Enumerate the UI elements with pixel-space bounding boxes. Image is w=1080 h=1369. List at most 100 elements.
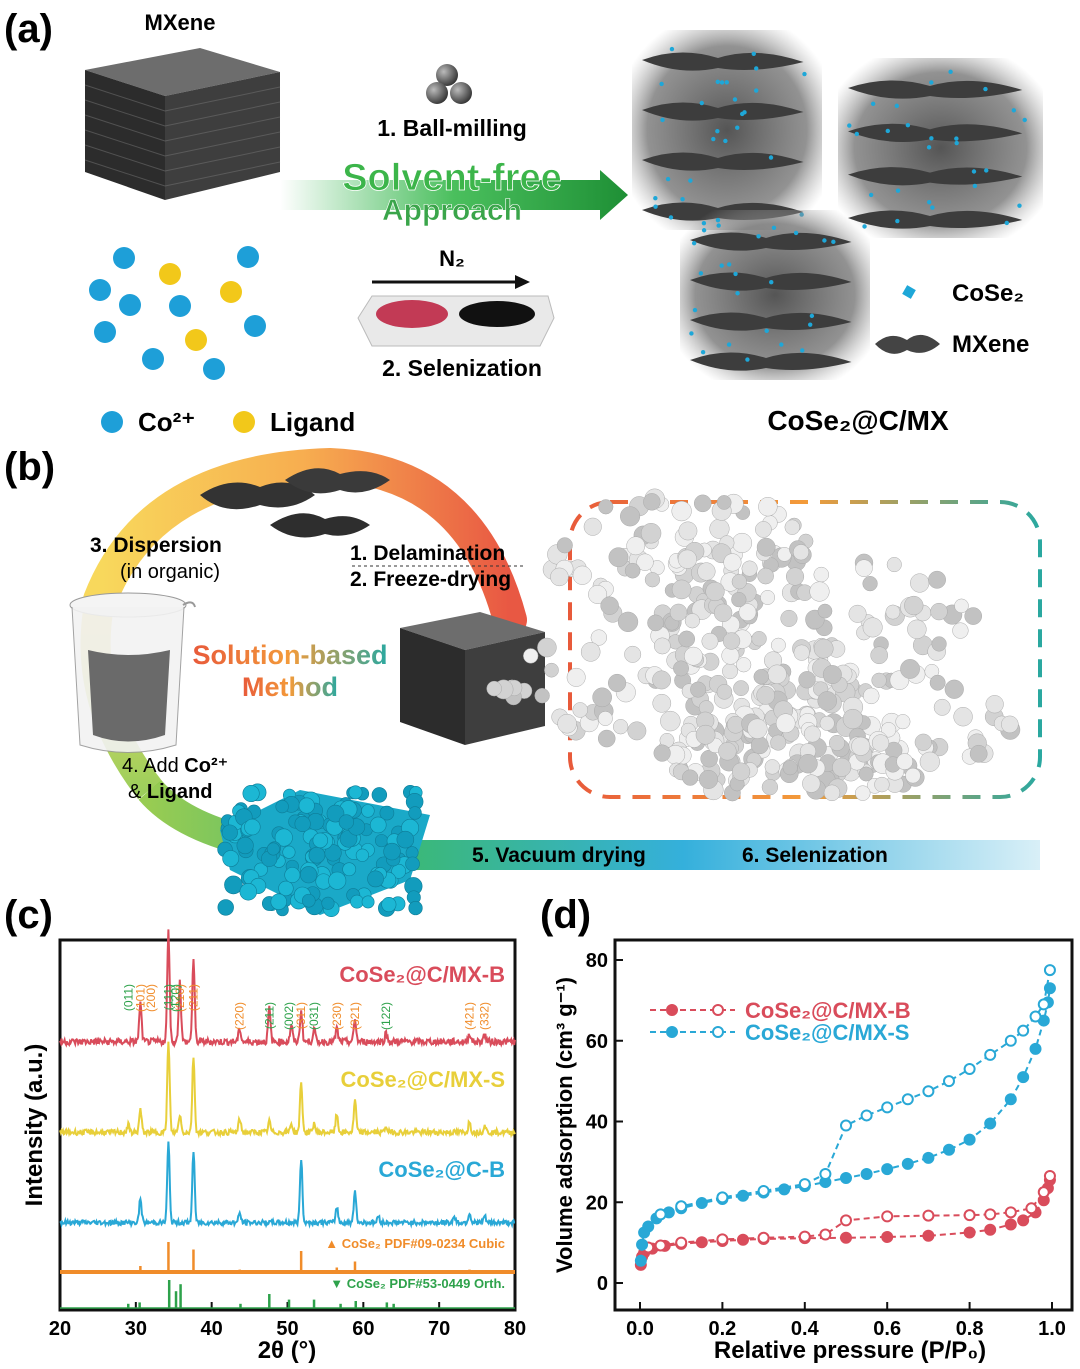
cyan-particle <box>324 844 342 862</box>
bet-desorption-point <box>1004 1206 1017 1219</box>
sem-grain <box>895 714 911 730</box>
cyan-particle <box>321 896 335 910</box>
bet-adsorption-point <box>840 1231 852 1244</box>
bet-adsorption-point <box>922 1151 935 1164</box>
ball-milling-label: 1. Ball-milling <box>377 115 527 141</box>
sem-grain <box>597 729 616 748</box>
bet-legend-filled-marker <box>666 1026 678 1038</box>
cyan-particle <box>294 815 311 833</box>
sem-grain <box>699 769 718 789</box>
sem-grain <box>928 570 946 589</box>
cose2-particle <box>930 205 935 210</box>
bet-adsorption-point <box>737 1233 749 1246</box>
sem-grain <box>671 500 692 522</box>
xrd-x-axis-label: 2θ (°) <box>258 1337 317 1364</box>
sem-grain <box>863 687 880 705</box>
cose2-particle <box>668 215 674 220</box>
bet-adsorption-point <box>636 1238 649 1251</box>
xrd-hkl-label: (002) <box>282 1002 296 1030</box>
bet-desorption-point <box>798 1178 811 1191</box>
sem-grain <box>828 734 846 751</box>
xrd-hkl-label: (311) <box>294 1002 308 1029</box>
panel-a: (a) MXene Co²⁺ Ligand <box>4 7 1043 437</box>
bet-desorption-point <box>819 1167 832 1180</box>
cose2-particle <box>868 192 874 198</box>
sem-grain <box>757 567 774 585</box>
xrd-hkl-label: (122) <box>379 1002 393 1030</box>
sem-grain <box>793 644 810 661</box>
cyan-particle <box>342 862 357 877</box>
sem-grain <box>767 664 787 684</box>
sem-grain <box>919 751 940 772</box>
bet-legend-open-marker <box>712 1004 724 1016</box>
composite-block <box>632 30 822 230</box>
sem-grain <box>886 557 902 573</box>
sem-grain <box>900 659 920 679</box>
bet-adsorption-point <box>943 1143 955 1156</box>
cose2-particle <box>793 230 799 236</box>
xrd-hkl-label: (230) <box>330 1002 344 1030</box>
co-ion-icon <box>142 348 164 370</box>
sem-grain <box>964 607 983 625</box>
xrd-x-tick-label: 50 <box>276 1318 298 1340</box>
sem-grain <box>944 679 964 699</box>
sem-grain <box>697 562 716 581</box>
sem-grain <box>673 660 689 677</box>
sem-grain <box>693 494 712 513</box>
sem-grain <box>716 684 733 700</box>
cose2-particle <box>745 357 750 362</box>
bet-desorption-point <box>840 1214 852 1227</box>
cose2-particle <box>724 80 729 85</box>
cyan-particle-film <box>217 783 430 918</box>
cyan-particle <box>348 785 363 800</box>
bet-legend-open-marker <box>712 1026 724 1038</box>
cose2-particle <box>1017 203 1022 208</box>
sem-grain <box>626 536 646 556</box>
sem-grain <box>731 574 747 590</box>
ion-scatter <box>89 246 266 380</box>
cyan-particle <box>308 846 326 864</box>
cose2-particle <box>715 217 721 223</box>
cose2-particle <box>954 136 959 141</box>
sem-grain <box>761 779 779 796</box>
cose2-particle <box>715 79 720 85</box>
sem-grain <box>647 614 664 632</box>
cose2-particle <box>723 138 728 144</box>
sem-grain <box>544 662 559 678</box>
bet-adsorption-point <box>840 1172 852 1185</box>
sem-grain <box>624 645 642 663</box>
bet-y-tick-label: 20 <box>586 1192 608 1214</box>
bet-adsorption-point <box>881 1163 894 1176</box>
cose2-particle <box>665 176 671 182</box>
cyan-particle <box>239 883 258 901</box>
bet-adsorption-point <box>695 1236 708 1249</box>
sem-grain <box>572 702 588 718</box>
bet-desorption-point <box>1025 1202 1038 1215</box>
sem-grain <box>753 669 769 685</box>
sem-grain <box>764 759 780 775</box>
cose2-particle <box>726 342 732 347</box>
bet-desorption-point <box>1004 1034 1017 1047</box>
sem-grain <box>822 665 842 685</box>
bet-desorption-point <box>1037 998 1050 1011</box>
cyan-particle <box>224 875 243 895</box>
cose2-particle <box>653 204 658 209</box>
cyan-particle <box>408 806 422 820</box>
co-ion-icon <box>237 246 259 268</box>
sem-grain <box>550 567 569 587</box>
cose2-particle <box>948 69 953 75</box>
composite-cloud <box>632 30 822 230</box>
cyan-particle <box>282 845 296 859</box>
sem-grain <box>678 521 698 541</box>
sem-grain <box>862 617 883 638</box>
cyan-particle <box>274 828 293 847</box>
sem-grain <box>653 744 671 762</box>
xrd-hkl-label: (321) <box>348 1002 362 1030</box>
bet-desorption-point <box>984 1208 997 1221</box>
bet-adsorption-point <box>881 1230 894 1243</box>
mxene-sheet <box>848 80 1023 99</box>
xrd-x-tick-label: 30 <box>125 1318 147 1340</box>
xrd-hkl-label: (332) <box>478 1002 492 1030</box>
cyan-particle <box>242 784 260 803</box>
